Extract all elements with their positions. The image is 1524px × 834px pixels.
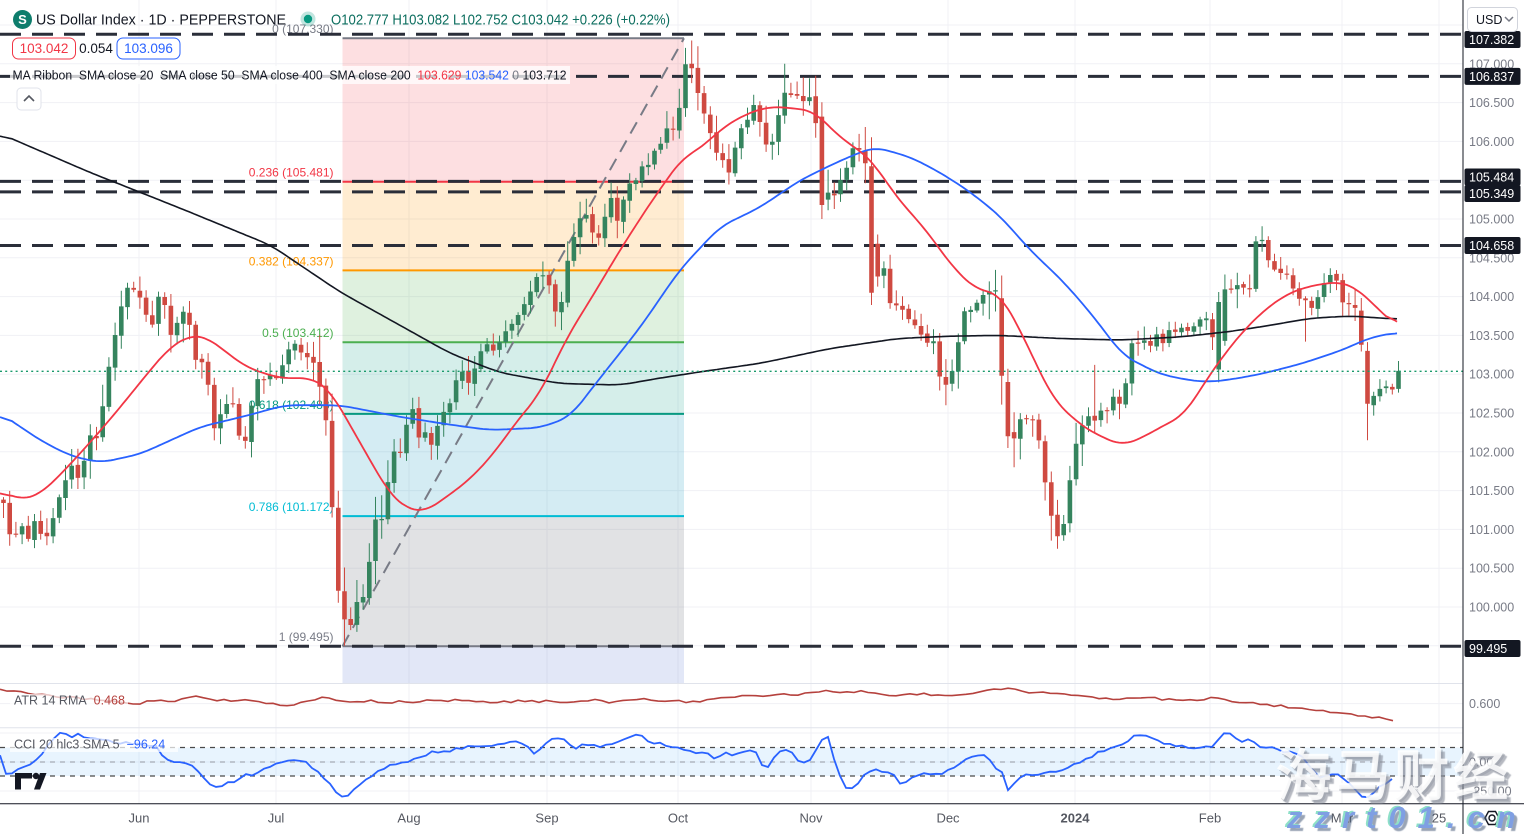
svg-text:104.500: 104.500 [1469, 251, 1514, 265]
svg-text:100.500: 100.500 [1469, 562, 1514, 576]
svg-text:105.349: 105.349 [1469, 187, 1514, 201]
svg-text:ATR 14 RMA 0.468: ATR 14 RMA 0.468 [14, 694, 125, 708]
svg-text:CCI 20 hlc3 SMA 5 −96.24: CCI 20 hlc3 SMA 5 −96.24 [14, 738, 165, 752]
svg-text:103.000: 103.000 [1469, 368, 1514, 382]
svg-text:101.500: 101.500 [1469, 484, 1514, 498]
svg-text:106.837: 106.837 [1469, 70, 1514, 84]
svg-text:Feb: Feb [1199, 811, 1221, 826]
svg-text:101.000: 101.000 [1469, 523, 1514, 537]
svg-text:0.600: 0.600 [1469, 697, 1500, 711]
svg-text:0.054: 0.054 [79, 41, 113, 56]
svg-text:1 (99.495): 1 (99.495) [279, 630, 334, 644]
svg-text:0 (107.330): 0 (107.330) [272, 22, 333, 36]
svg-text:Nov: Nov [799, 811, 823, 826]
svg-text:Aug: Aug [397, 811, 420, 826]
svg-text:USD: USD [1476, 13, 1502, 27]
svg-text:105.000: 105.000 [1469, 213, 1514, 227]
svg-text:Jun: Jun [129, 811, 150, 826]
svg-text:Dec: Dec [936, 811, 960, 826]
svg-text:0.5 (103.412): 0.5 (103.412) [262, 326, 333, 340]
svg-text:Sep: Sep [535, 811, 558, 826]
svg-text:103.042: 103.042 [20, 41, 69, 56]
svg-text:104.658: 104.658 [1469, 239, 1514, 253]
svg-text:103.500: 103.500 [1469, 329, 1514, 343]
svg-text:106.000: 106.000 [1469, 135, 1514, 149]
svg-text:S: S [18, 12, 27, 27]
svg-text:0.786 (101.172): 0.786 (101.172) [249, 500, 334, 514]
svg-text:105.484: 105.484 [1469, 171, 1514, 185]
svg-text:103.096: 103.096 [124, 41, 173, 56]
svg-text:US Dollar Index · 1D · PEPPERS: US Dollar Index · 1D · PEPPERSTONE [36, 12, 286, 29]
svg-text:2024: 2024 [1061, 811, 1091, 826]
svg-text:104.000: 104.000 [1469, 290, 1514, 304]
svg-text:Oct: Oct [668, 811, 689, 826]
svg-text:−250.00: −250.00 [1466, 785, 1512, 799]
svg-text:102.000: 102.000 [1469, 445, 1514, 459]
svg-text:100.000: 100.000 [1469, 601, 1514, 615]
svg-text:0.00: 0.00 [1469, 756, 1493, 770]
svg-text:107.000: 107.000 [1469, 57, 1514, 71]
svg-text:MA Ribbon SMA close 20 SMA c: MA Ribbon SMA close 20 SMA close 50 SMA … [13, 69, 567, 83]
svg-text:102.500: 102.500 [1469, 407, 1514, 421]
svg-text:0.236 (105.481): 0.236 (105.481) [249, 166, 334, 180]
svg-text:107.382: 107.382 [1469, 33, 1514, 47]
svg-text:25: 25 [1432, 811, 1446, 826]
svg-text:Mar: Mar [1331, 811, 1354, 826]
svg-text:99.495: 99.495 [1469, 642, 1507, 656]
svg-text:Jul: Jul [268, 811, 285, 826]
svg-text:O102.777 H103.082 L102.752 C10: O102.777 H103.082 L102.752 C103.042 +0.2… [331, 12, 670, 29]
svg-text:0.382 (104.337): 0.382 (104.337) [249, 254, 334, 268]
svg-text:106.500: 106.500 [1469, 96, 1514, 110]
